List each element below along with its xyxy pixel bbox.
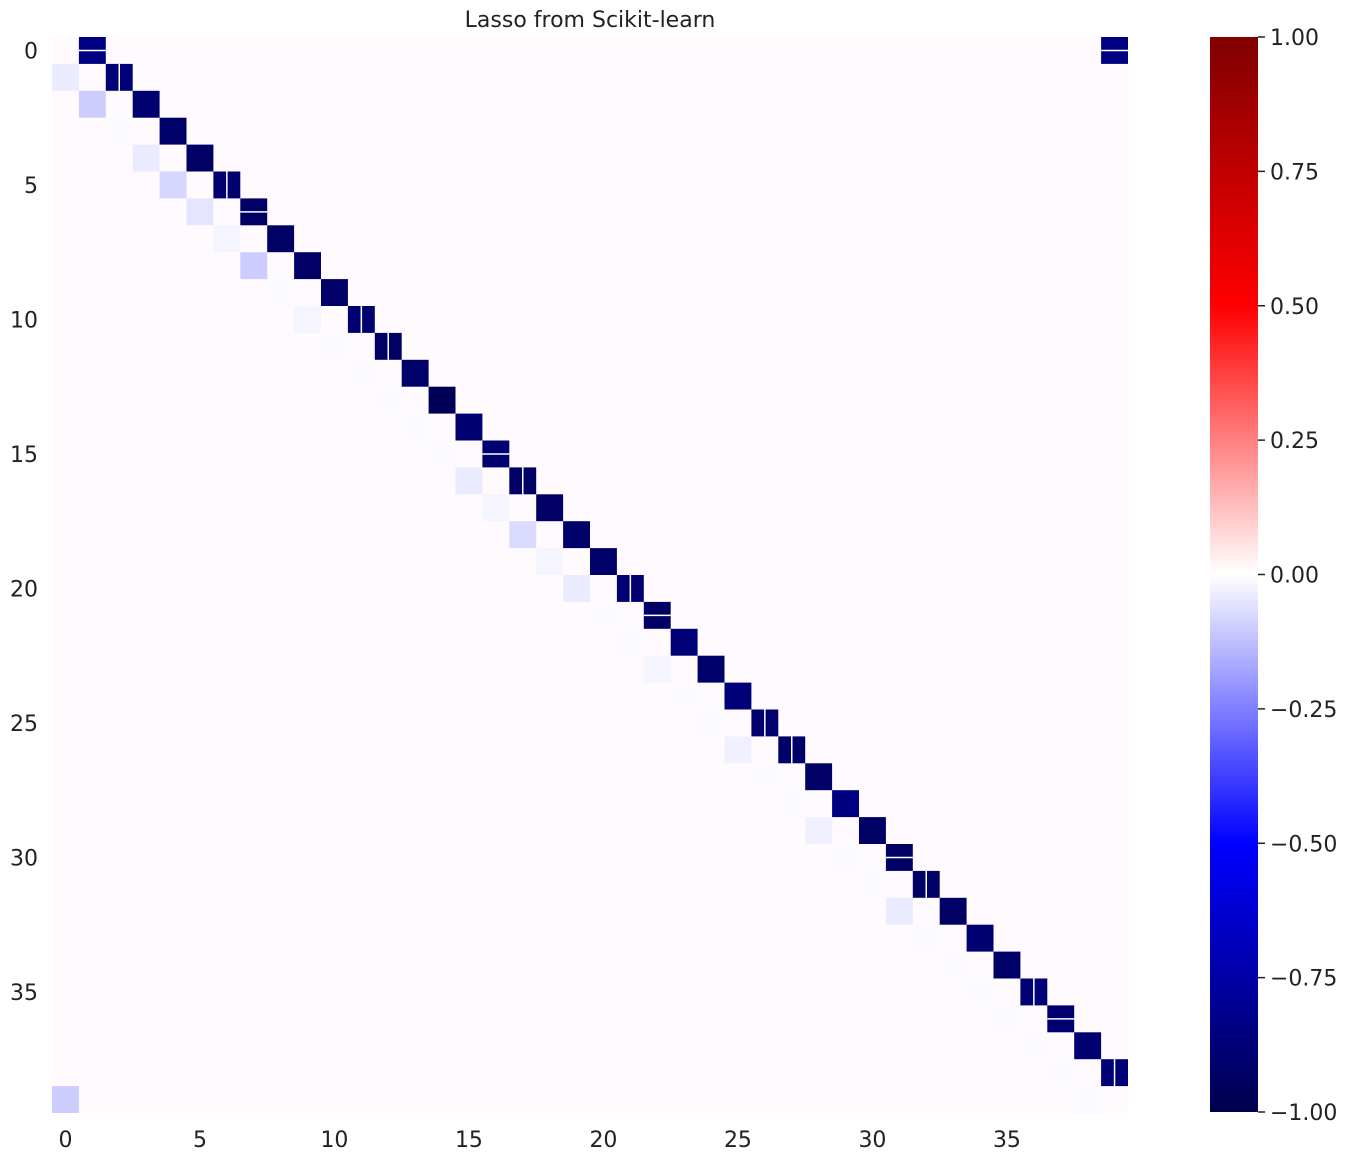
heatmap-cell xyxy=(778,790,806,818)
x-tick-label: 0 xyxy=(58,1128,72,1153)
heatmap-cell xyxy=(912,924,940,952)
heatmap-cell xyxy=(939,951,967,979)
heatmap-cell xyxy=(240,252,268,280)
heatmap-cell xyxy=(1020,1032,1048,1060)
colorbar xyxy=(1210,37,1258,1112)
heatmap-cell xyxy=(1074,1086,1102,1113)
colorbar-tick-label: 0.25 xyxy=(1270,429,1319,454)
heatmap-cell xyxy=(966,978,994,1006)
heatmap-cell xyxy=(294,306,321,333)
colorbar-tick-label: 1.00 xyxy=(1270,26,1319,51)
heatmap-cell xyxy=(509,521,537,549)
colorbar-gradient-bar xyxy=(1210,37,1258,1112)
heatmap-cell xyxy=(52,63,79,91)
heatmap-cell xyxy=(859,817,886,844)
heatmap-cell xyxy=(832,844,859,871)
heatmap-cell xyxy=(401,413,429,441)
x-tick-label: 35 xyxy=(993,1128,1021,1153)
x-tick-label: 5 xyxy=(193,1128,207,1153)
heatmap-cell xyxy=(670,628,698,656)
y-axis-ticks: 0 5 10 15 20 25 30 35 xyxy=(10,39,38,1006)
x-tick-label: 10 xyxy=(320,1128,348,1153)
colorbar-tick-label: −0.25 xyxy=(1270,698,1337,723)
heatmap-cell xyxy=(885,897,913,925)
colorbar-tick-label: 0.75 xyxy=(1270,160,1319,185)
heatmap-cell xyxy=(213,225,241,253)
heatmap-cell xyxy=(347,359,375,387)
y-tick-label: 5 xyxy=(24,174,38,199)
heatmap-cell xyxy=(428,386,456,414)
x-tick-label: 15 xyxy=(455,1128,483,1153)
heatmap-cell xyxy=(78,90,106,118)
colorbar-tick-label: 0.50 xyxy=(1270,295,1319,320)
heatmap-cell xyxy=(670,682,698,710)
heatmap-cell xyxy=(428,440,456,468)
heatmap-cell xyxy=(321,332,348,360)
x-tick-label: 25 xyxy=(724,1128,752,1153)
x-tick-label: 30 xyxy=(858,1128,886,1153)
heatmap-cell xyxy=(993,951,1021,979)
heatmap-cell xyxy=(1074,1032,1102,1060)
heatmap-cell xyxy=(267,279,295,306)
heatmap-cell xyxy=(616,628,644,656)
heatmap-cell xyxy=(267,225,295,253)
heatmap-cell xyxy=(1047,1059,1075,1087)
heatmap-cell xyxy=(805,817,833,844)
heatmap-cell xyxy=(374,386,402,414)
colorbar-tick-label: −0.50 xyxy=(1270,832,1337,857)
heatmap-cell xyxy=(159,117,187,145)
heatmap-cell xyxy=(159,171,187,199)
heatmap-cell xyxy=(455,413,483,441)
y-tick-label: 10 xyxy=(10,308,38,333)
colorbar-tick-label: −0.75 xyxy=(1270,967,1337,992)
heatmap-cell xyxy=(52,1086,79,1113)
heatmap-cell xyxy=(455,467,483,495)
y-tick-label: 35 xyxy=(10,981,38,1006)
chart-title: Lasso from Scikit-learn xyxy=(465,8,716,33)
y-tick-label: 30 xyxy=(10,846,38,871)
heatmap-cell xyxy=(751,763,779,791)
heatmap-cell xyxy=(401,359,429,387)
colorbar-tick-label: 0.00 xyxy=(1270,564,1319,589)
heatmap-cell xyxy=(724,682,752,710)
heatmap-cell xyxy=(482,494,510,522)
heatmap-cell xyxy=(536,548,564,575)
heatmap-cell xyxy=(590,601,617,629)
y-tick-label: 0 xyxy=(24,39,38,64)
heatmap-cell xyxy=(186,144,214,172)
heatmap-cell xyxy=(993,1005,1021,1033)
colorbar-ticks: 1.00 0.75 0.50 0.25 0.00 −0.25 −0.50 −0.75 −1.00 xyxy=(1258,26,1337,1126)
heatmap-cell xyxy=(132,144,160,172)
heatmap-cell xyxy=(186,198,214,226)
x-axis-ticks: 0 5 10 15 20 25 30 35 xyxy=(58,1128,1021,1153)
heatmap-cell xyxy=(805,763,833,791)
x-tick-label: 20 xyxy=(589,1128,617,1153)
heatmap-cell xyxy=(105,117,133,145)
heatmap-cell xyxy=(697,655,725,683)
heatmap-cell xyxy=(536,494,564,522)
y-tick-label: 15 xyxy=(10,443,38,468)
heatmap-cell xyxy=(643,655,671,683)
heatmap-cell xyxy=(321,279,348,306)
heatmap-cell xyxy=(563,521,590,549)
heatmap-cell xyxy=(939,897,967,925)
heatmap-cell xyxy=(294,252,321,280)
heatmap-cell xyxy=(966,924,994,952)
heatmap-cell xyxy=(859,870,886,898)
heatmap-cell xyxy=(724,736,752,764)
heatmap-cell xyxy=(697,709,725,737)
y-tick-label: 20 xyxy=(10,577,38,602)
y-tick-label: 25 xyxy=(10,712,38,737)
heatmap-cell xyxy=(832,790,859,818)
heatmap-cell xyxy=(132,90,160,118)
heatmap-grid xyxy=(52,37,1128,1113)
colorbar-tick-label: −1.00 xyxy=(1270,1101,1337,1126)
heatmap-cell xyxy=(590,548,617,575)
heatmap-cell xyxy=(563,575,590,602)
